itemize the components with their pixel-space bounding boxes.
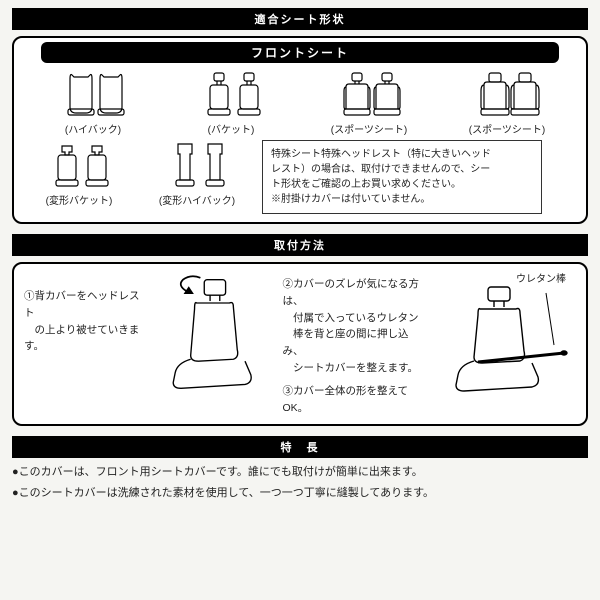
note-line4: ※肘掛けカバーは付いていません。 — [271, 192, 533, 207]
note-line3: ト形状をご確認の上お買い求めください。 — [271, 177, 533, 192]
install-seat-right-icon — [436, 285, 576, 400]
highback-label: (ハイバック) — [24, 121, 162, 136]
seat-sports2: (スポーツシート) — [438, 69, 576, 136]
seat-deform-bucket: (変形バケット) — [24, 140, 134, 207]
sports2-label: (スポーツシート) — [438, 121, 576, 136]
features-title: 特 長 — [12, 436, 588, 458]
step1b: の上より被せていきます。 — [24, 322, 140, 356]
note-line2: レスト）の場合は、取付けできませんので、シー — [271, 162, 533, 177]
install-section: ①背カバーをヘッドレスト の上より被せていきます。 ②カバーのズレが気になる方は… — [12, 262, 588, 426]
step2a: ②カバーのズレが気になる方は、 — [283, 276, 429, 310]
sports1-label: (スポーツシート) — [300, 121, 438, 136]
seat-highback: (ハイバック) — [24, 69, 162, 136]
install-step1: ①背カバーをヘッドレスト の上より被せていきます。 — [24, 270, 140, 355]
urethane-label: ウレタン棒 — [436, 270, 566, 285]
highback-icon — [58, 69, 128, 119]
shape-title: 適合シート形状 — [12, 8, 588, 30]
bucket-icon — [196, 69, 266, 119]
install-seat-right-wrap: ウレタン棒 — [436, 270, 576, 400]
step2d: シートカバーを整えます。 — [283, 360, 429, 377]
feature-1: ●このカバーは、フロント用シートカバーです。誰にでも取付けが簡単に出来ます。 — [12, 464, 588, 481]
seat-row-1: (ハイバック) (バケット) — [24, 69, 576, 136]
note-box: 特殊シート特殊ヘッドレスト（特に大きいヘッド レスト）の場合は、取付けできません… — [262, 140, 542, 214]
deform-highback-label: (変形ハイバック) — [142, 192, 252, 207]
install-step23: ②カバーのズレが気になる方は、 付属で入っているウレタン 棒を背と座の間に押し込… — [283, 270, 429, 416]
seat-bucket: (バケット) — [162, 69, 300, 136]
front-subtitle: フロントシート — [41, 42, 560, 63]
deform-bucket-label: (変形バケット) — [24, 192, 134, 207]
bucket-label: (バケット) — [162, 121, 300, 136]
note-line1: 特殊シート特殊ヘッドレスト（特に大きいヘッド — [271, 147, 533, 162]
seat-deform-highback: (変形ハイバック) — [142, 140, 252, 207]
seat-row-2: (変形バケット) (変形ハイバック) 特殊シート特殊ヘッドレスト（特に大きいヘッ… — [24, 140, 576, 214]
features-section: ●このカバーは、フロント用シートカバーです。誰にでも取付けが簡単に出来ます。 ●… — [12, 464, 588, 501]
step3: ③カバー全体の形を整えてOK。 — [283, 383, 429, 417]
sports2-icon — [472, 69, 542, 119]
install-seat-left-icon — [148, 270, 274, 400]
deform-bucket-icon — [44, 140, 114, 190]
install-title: 取付方法 — [12, 234, 588, 256]
sports1-icon — [334, 69, 404, 119]
feature-2: ●このシートカバーは洗練された素材を使用して、一つ一つ丁寧に縫製してあります。 — [12, 485, 588, 502]
deform-highback-icon — [162, 140, 232, 190]
seat-sports1: (スポーツシート) — [300, 69, 438, 136]
step2c: 棒を背と座の間に押し込み、 — [283, 326, 429, 360]
step1a: ①背カバーをヘッドレスト — [24, 288, 140, 322]
step2b: 付属で入っているウレタン — [283, 310, 429, 327]
shape-section: フロントシート (ハイバック) — [12, 36, 588, 224]
